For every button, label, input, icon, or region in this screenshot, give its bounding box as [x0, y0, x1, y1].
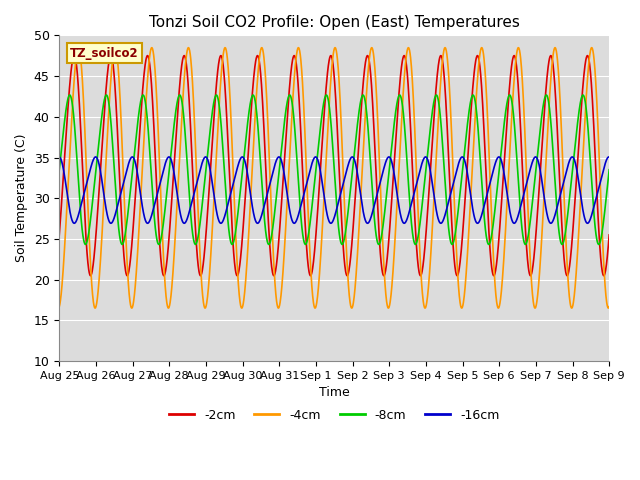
-16cm — [489, 169, 497, 175]
X-axis label: Time: Time — [319, 386, 349, 399]
-16cm — [291, 220, 298, 226]
-16cm — [605, 154, 613, 160]
-8cm — [212, 92, 220, 98]
-4cm — [56, 304, 63, 310]
-16cm — [83, 178, 91, 184]
-8cm — [605, 167, 613, 173]
-2cm — [590, 123, 598, 129]
-8cm — [489, 224, 497, 230]
-8cm — [448, 241, 456, 247]
-2cm — [308, 267, 316, 273]
Text: TZ_soilco2: TZ_soilco2 — [70, 47, 139, 60]
-2cm — [270, 273, 278, 278]
-16cm — [590, 204, 598, 210]
-4cm — [589, 52, 597, 58]
-4cm — [323, 135, 331, 141]
-16cm — [323, 212, 331, 218]
-2cm — [56, 232, 63, 238]
-2cm — [605, 232, 613, 238]
-4cm — [489, 242, 497, 248]
Y-axis label: Soil Temperature (C): Soil Temperature (C) — [15, 134, 28, 263]
Line: -16cm: -16cm — [60, 157, 609, 223]
-16cm — [202, 154, 209, 160]
-4cm — [258, 45, 266, 50]
-4cm — [83, 189, 91, 195]
-8cm — [590, 209, 598, 215]
-4cm — [308, 293, 316, 299]
-16cm — [56, 154, 63, 160]
-2cm — [589, 118, 597, 124]
Line: -4cm: -4cm — [60, 48, 609, 308]
Line: -8cm: -8cm — [60, 95, 609, 244]
-2cm — [584, 53, 591, 59]
-4cm — [590, 54, 598, 60]
-8cm — [323, 93, 331, 98]
-4cm — [201, 305, 209, 311]
-16cm — [589, 205, 597, 211]
-2cm — [323, 76, 331, 82]
-4cm — [605, 304, 613, 310]
-2cm — [489, 270, 497, 276]
-8cm — [308, 200, 316, 206]
Title: Tonzi Soil CO2 Profile: Open (East) Temperatures: Tonzi Soil CO2 Profile: Open (East) Temp… — [148, 15, 520, 30]
-16cm — [308, 158, 316, 164]
-8cm — [83, 238, 91, 243]
-2cm — [83, 254, 91, 260]
Legend: -2cm, -4cm, -8cm, -16cm: -2cm, -4cm, -8cm, -16cm — [164, 404, 504, 427]
-8cm — [589, 205, 597, 211]
Line: -2cm: -2cm — [60, 56, 609, 276]
-8cm — [56, 167, 63, 173]
